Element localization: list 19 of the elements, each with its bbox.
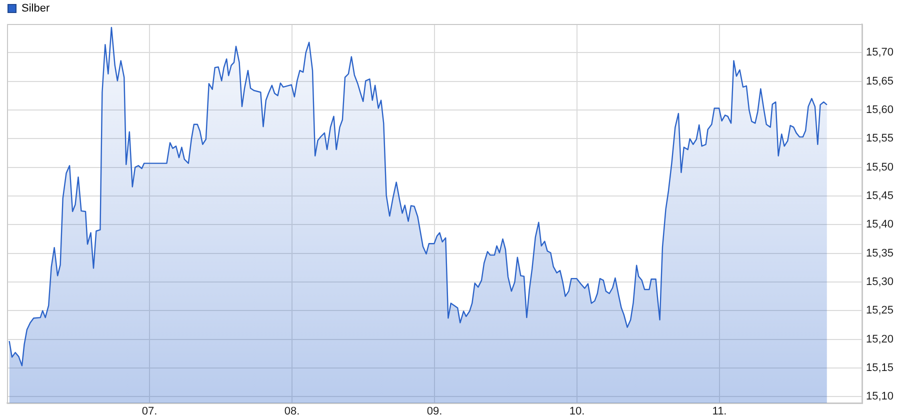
- y-tick-label: 15,40: [866, 218, 894, 231]
- x-tick-label: 10.: [569, 406, 585, 418]
- y-tick-label: 15,70: [866, 46, 894, 59]
- y-tick-label: 15,30: [866, 276, 894, 288]
- y-tick-label: 15,15: [866, 362, 894, 374]
- y-tick-label: 15,50: [866, 161, 894, 174]
- y-tick-label: 15,25: [866, 304, 894, 317]
- y-tick-label: 15,60: [866, 104, 894, 116]
- x-tick-label: 09.: [426, 406, 442, 418]
- y-tick-label: 15,10: [866, 390, 894, 403]
- y-tick-label: 15,45: [866, 190, 894, 202]
- x-tick-label: 08.: [284, 406, 300, 418]
- y-tick-label: 15,65: [866, 75, 894, 88]
- legend-label: Silber: [22, 2, 50, 15]
- x-tick-label: 07.: [142, 406, 158, 418]
- y-tick-label: 15,20: [866, 333, 894, 346]
- y-tick-label: 15,55: [866, 132, 894, 145]
- x-tick-label: 11.: [712, 406, 727, 418]
- y-tick-label: 15,35: [866, 247, 894, 260]
